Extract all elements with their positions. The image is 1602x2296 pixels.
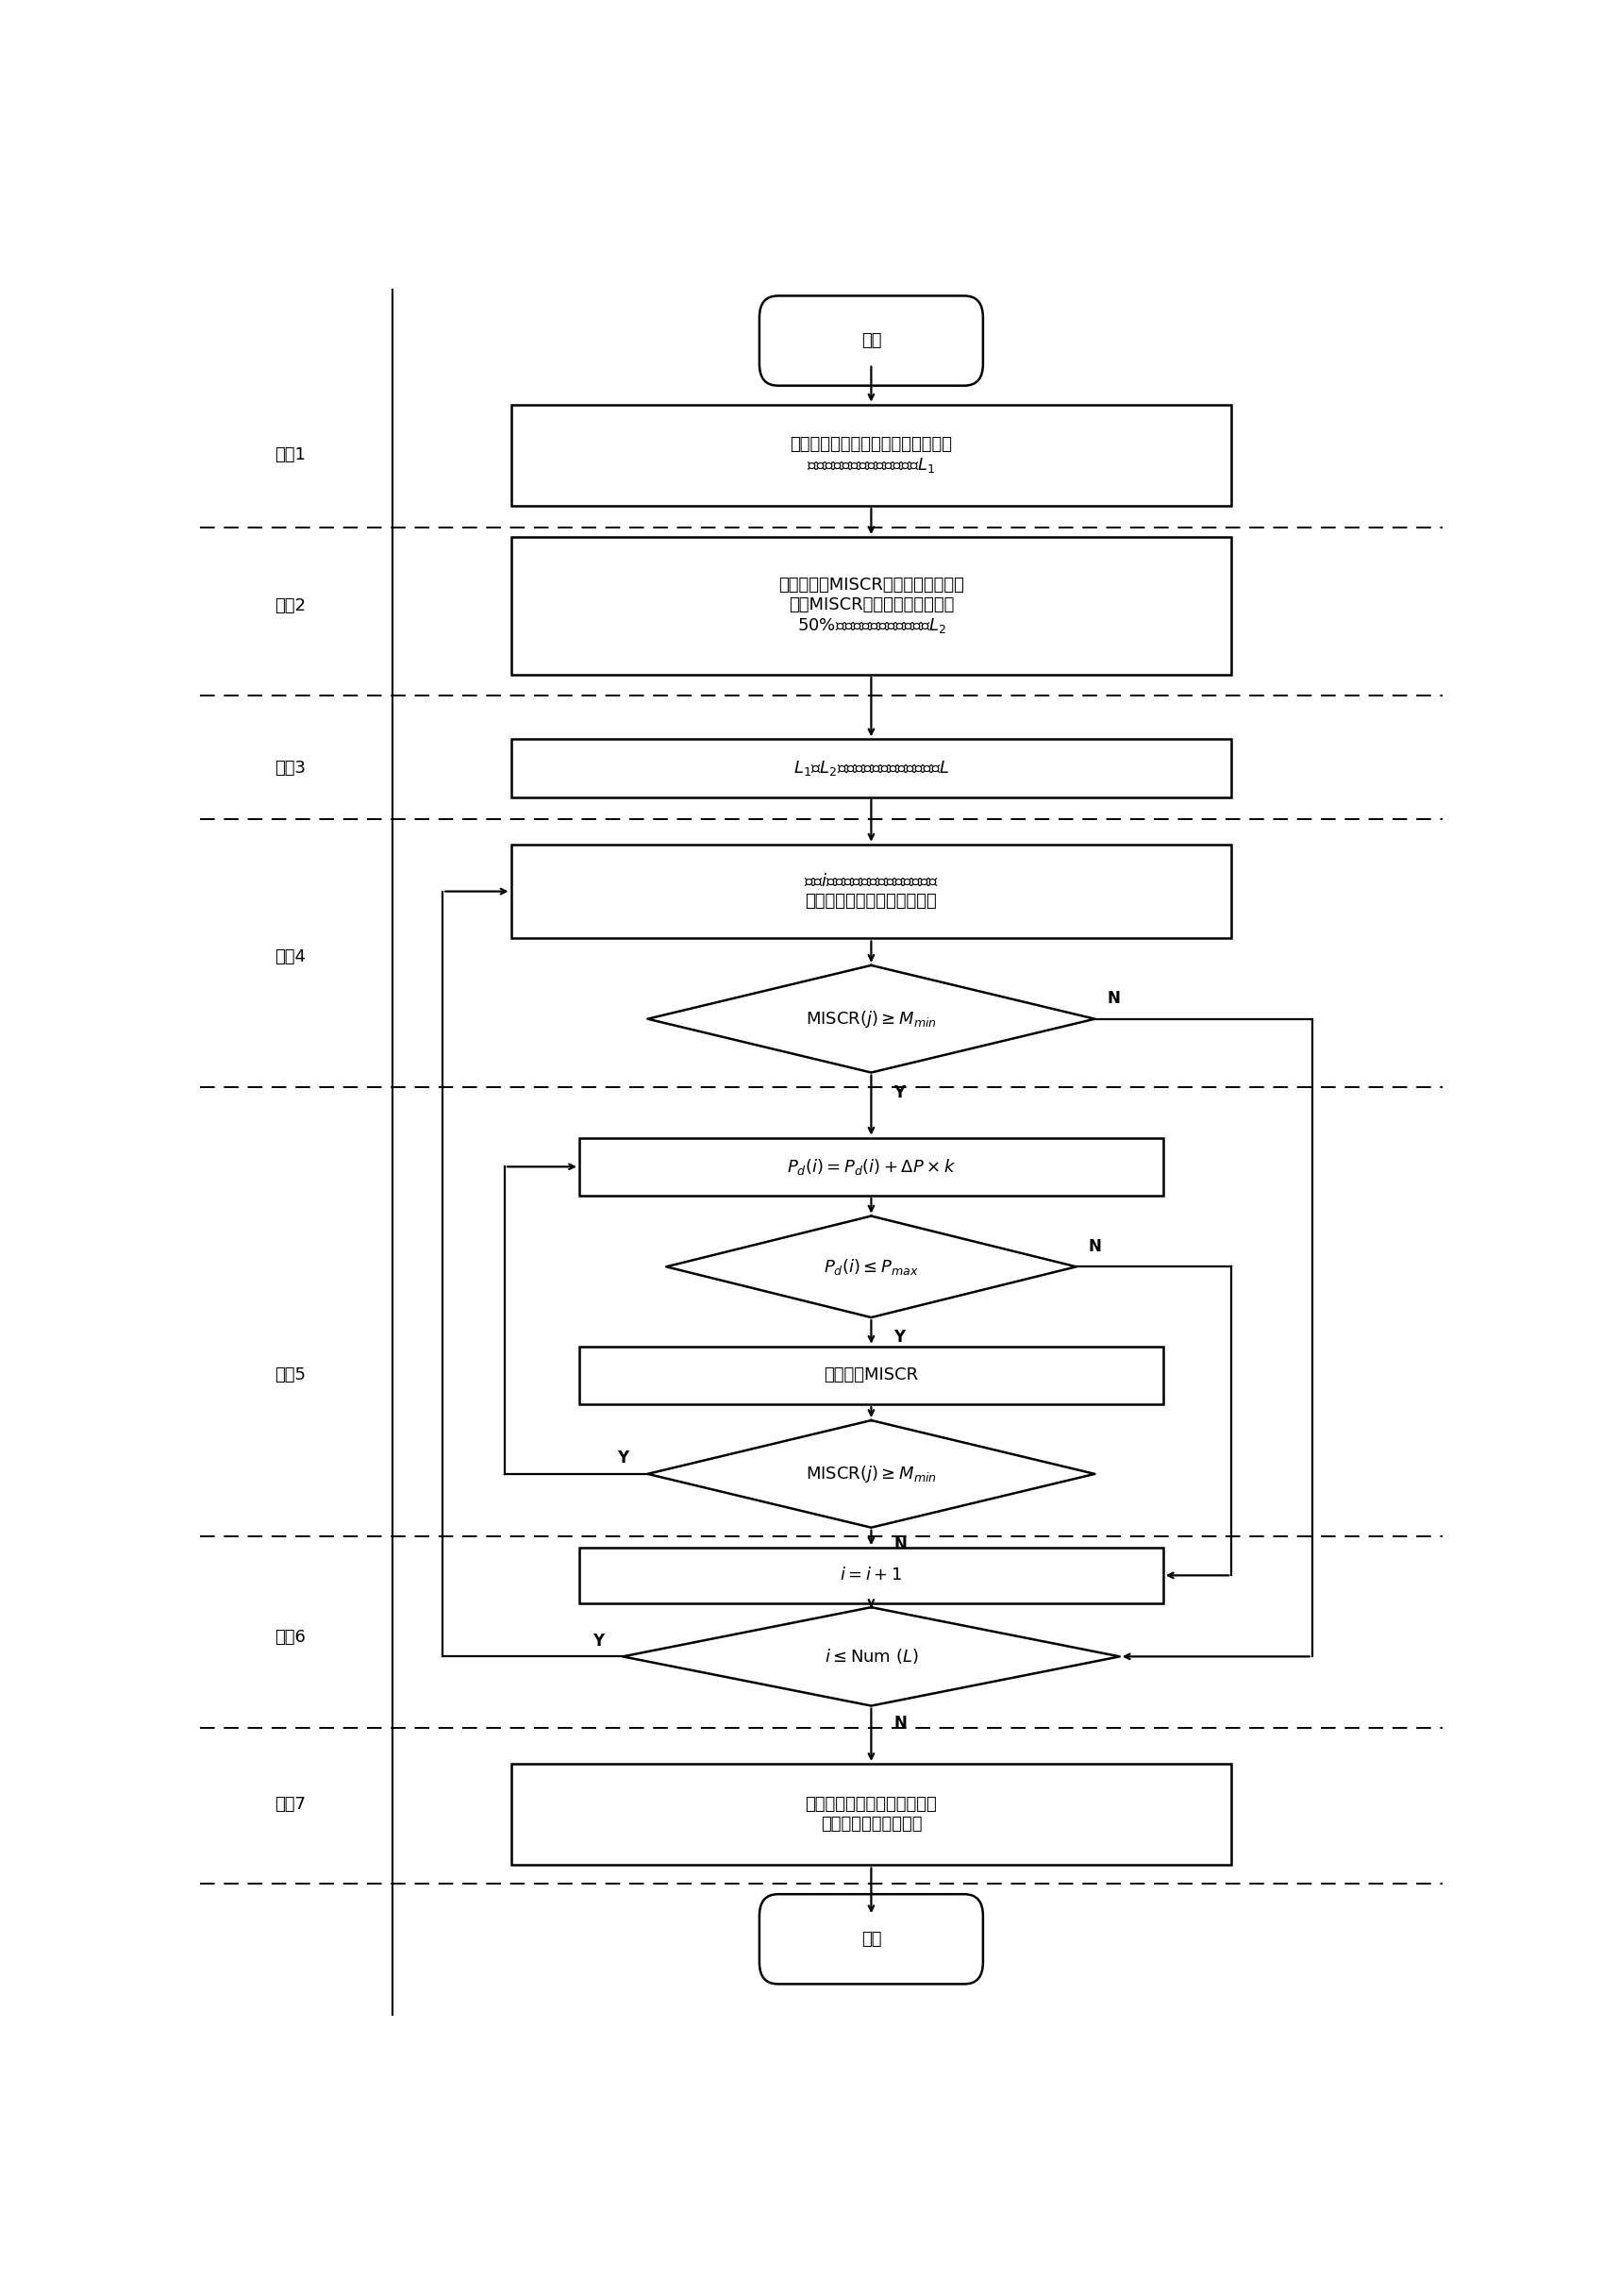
- Text: N: N: [1107, 990, 1120, 1008]
- Text: 结束: 结束: [860, 1931, 881, 1947]
- Polygon shape: [647, 964, 1094, 1072]
- Bar: [578, 1139, 1163, 1196]
- Bar: [578, 1548, 1163, 1603]
- Text: 开始: 开始: [860, 333, 881, 349]
- Text: $L_1$和$L_2$取交集，得到备选母线集合$L$: $L_1$和$L_2$取交集，得到备选母线集合$L$: [793, 758, 948, 778]
- Text: N: N: [892, 1715, 907, 1731]
- Text: 步骤5: 步骤5: [276, 1366, 306, 1384]
- Bar: [578, 1345, 1163, 1405]
- Text: Y: Y: [892, 1084, 905, 1102]
- Text: 计算原直流MISCR和交流网架开断后
直流MISCR，筛选出变化率小于
50%的母线作为备选母线集合$L_2$: 计算原直流MISCR和交流网架开断后 直流MISCR，筛选出变化率小于 50%的…: [779, 576, 963, 636]
- Bar: [511, 845, 1230, 939]
- Polygon shape: [623, 1607, 1118, 1706]
- FancyBboxPatch shape: [759, 1894, 982, 1984]
- Text: MISCR$(j)$$\geq$$M_{min}$: MISCR$(j)$$\geq$$M_{min}$: [806, 1008, 936, 1029]
- Text: 步骤3: 步骤3: [276, 760, 306, 776]
- Text: 计算电网短路电流水平，筛选出短路
电流水平满足条件的母线集合$L_1$: 计算电网短路电流水平，筛选出短路 电流水平满足条件的母线集合$L_1$: [790, 436, 952, 475]
- FancyBboxPatch shape: [759, 296, 982, 386]
- Text: 步骤4: 步骤4: [276, 948, 306, 964]
- Text: 馈入$i$个直流系统，基于多直流落点
选择方法对落点方案进行排序: 馈入$i$个直流系统，基于多直流落点 选择方法对落点方案进行排序: [803, 872, 939, 909]
- Text: Y: Y: [593, 1632, 604, 1649]
- Text: $i=i+1$: $i=i+1$: [839, 1566, 902, 1584]
- Polygon shape: [666, 1217, 1075, 1318]
- Text: 步骤7: 步骤7: [276, 1795, 306, 1814]
- Bar: [511, 739, 1230, 797]
- Bar: [511, 1763, 1230, 1864]
- Text: $i$$\leq$Num $(L)$: $i$$\leq$Num $(L)$: [823, 1646, 918, 1667]
- Text: 步骤2: 步骤2: [276, 597, 306, 615]
- Text: N: N: [892, 1536, 907, 1552]
- Text: N: N: [1088, 1238, 1101, 1256]
- Text: $P_d(i)=P_d(i)+\Delta P\times k$: $P_d(i)=P_d(i)+\Delta P\times k$: [787, 1157, 955, 1176]
- Bar: [511, 404, 1230, 505]
- Text: Y: Y: [617, 1449, 628, 1467]
- Polygon shape: [647, 1421, 1094, 1527]
- Text: MISCR$(j)$$\geq$$M_{min}$: MISCR$(j)$$\geq$$M_{min}$: [806, 1463, 936, 1483]
- Text: $P_d(i)$$\leq$$P_{max}$: $P_d(i)$$\leq$$P_{max}$: [823, 1256, 918, 1277]
- Text: 步骤1: 步骤1: [276, 448, 306, 464]
- Text: 安全稳定计算校核并作适当调
整，统计直流受电规模: 安全稳定计算校核并作适当调 整，统计直流受电规模: [804, 1795, 937, 1832]
- Text: Y: Y: [892, 1329, 905, 1345]
- Bar: [511, 537, 1230, 675]
- Text: 步骤6: 步骤6: [276, 1630, 306, 1646]
- Text: 重新计算MISCR: 重新计算MISCR: [823, 1366, 918, 1384]
